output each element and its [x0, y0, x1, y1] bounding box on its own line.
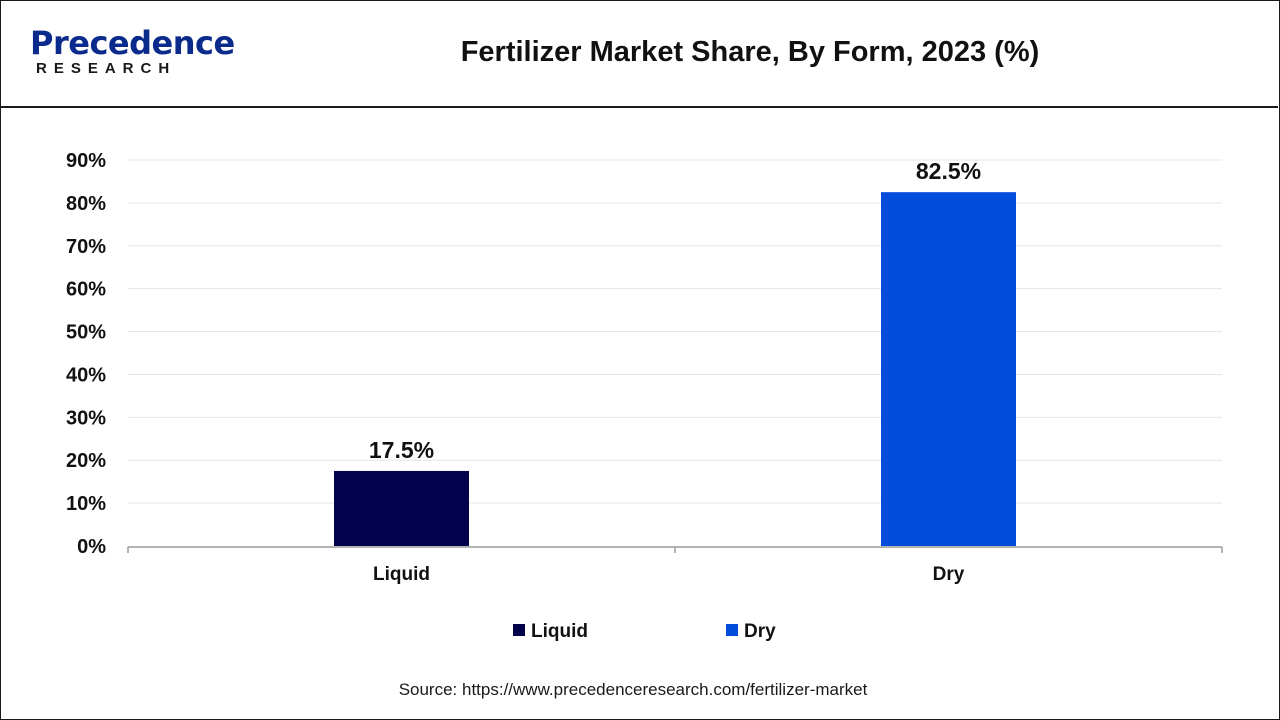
category-label-dry: Dry	[933, 564, 965, 585]
bar-liquid	[334, 470, 469, 546]
y-tick-label: 10%	[66, 493, 106, 515]
y-tick-label: 70%	[66, 236, 106, 258]
header: Precedence RESEARCH Fertilizer Market Sh…	[0, 0, 1278, 108]
bar-dry	[881, 192, 1016, 546]
brand-logo-subline: RESEARCH	[36, 60, 177, 77]
brand-logo-wordmark: Precedence	[30, 24, 235, 62]
legend-label-dry: Dry	[744, 621, 776, 642]
data-label-liquid: 17.5%	[369, 437, 434, 463]
y-tick-label: 80%	[66, 193, 106, 215]
y-tick-label: 20%	[66, 450, 106, 472]
y-tick-label: 60%	[66, 279, 106, 301]
y-tick-label: 0%	[77, 536, 106, 558]
chart-title: Fertilizer Market Share, By Form, 2023 (…	[460, 36, 1040, 68]
y-tick-label: 40%	[66, 364, 106, 386]
data-label-dry: 82.5%	[916, 158, 981, 184]
legend-label-liquid: Liquid	[531, 621, 588, 642]
y-tick-label: 50%	[66, 322, 106, 344]
y-tick-label: 90%	[66, 150, 106, 172]
legend-swatch-dry	[726, 624, 738, 636]
source-note: Source: https://www.precedenceresearch.c…	[398, 680, 868, 699]
category-label-liquid: Liquid	[373, 564, 430, 585]
bar-chart: 0% 10% 20% 30% 40% 50% 60% 70% 80% 90% 17.5% Liquid…	[66, 150, 1223, 642]
legend-swatch-liquid	[513, 624, 525, 636]
brand-logo: Precedence RESEARCH	[30, 24, 235, 84]
y-tick-label: 30%	[66, 407, 106, 429]
